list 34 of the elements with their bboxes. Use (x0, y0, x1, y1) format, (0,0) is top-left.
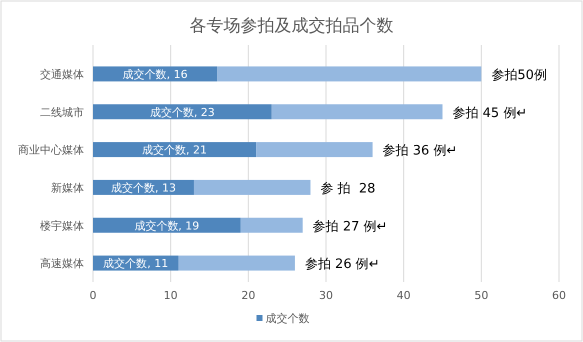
x-tick-label: 30 (319, 289, 333, 302)
bar (217, 66, 482, 82)
y-tick-label: 高速媒体 (40, 257, 84, 270)
x-tick-label: 40 (396, 289, 411, 302)
legend-label: 成交个数 (266, 312, 310, 325)
data-label: 成交个数, 19 (134, 219, 200, 232)
y-tick-label: 二线城市 (40, 106, 84, 119)
y-tick-label: 交通媒体 (40, 68, 84, 81)
x-tick-label: 10 (164, 289, 178, 302)
bar (194, 180, 310, 195)
x-tick-label: 50 (474, 289, 488, 302)
bar (240, 218, 303, 233)
y-tick-label: 商业中心媒体 (18, 144, 84, 157)
x-tick-label: 20 (241, 289, 256, 302)
data-label: 成交个数, 13 (110, 181, 176, 194)
annotation: 参拍 27 例↵ (312, 219, 388, 234)
data-label: 成交个数, 21 (142, 144, 208, 157)
x-tick-label: 0 (90, 289, 96, 302)
data-label: 成交个数, 11 (103, 257, 168, 270)
x-tick-label: 60 (552, 289, 566, 302)
annotation: 参 拍 28 (320, 181, 376, 196)
data-label: 成交个数, 23 (150, 106, 215, 119)
data-label: 成交个数, 16 (122, 68, 188, 81)
annotation: 参拍 45 例↵ (452, 106, 528, 121)
bar (93, 104, 272, 120)
annotation: 参拍 36 例↵ (382, 144, 458, 159)
bar (272, 104, 442, 120)
y-tick-label: 新媒体 (51, 181, 84, 194)
annotation: 参拍50例 (491, 68, 547, 83)
bar (178, 256, 295, 271)
bar (256, 142, 373, 158)
annotation: 参拍 26 例↵ (304, 257, 380, 272)
y-tick-label: 楼宇媒体 (40, 219, 84, 232)
chart-title: 各专场参拍及成交拍品个数 (190, 16, 394, 36)
